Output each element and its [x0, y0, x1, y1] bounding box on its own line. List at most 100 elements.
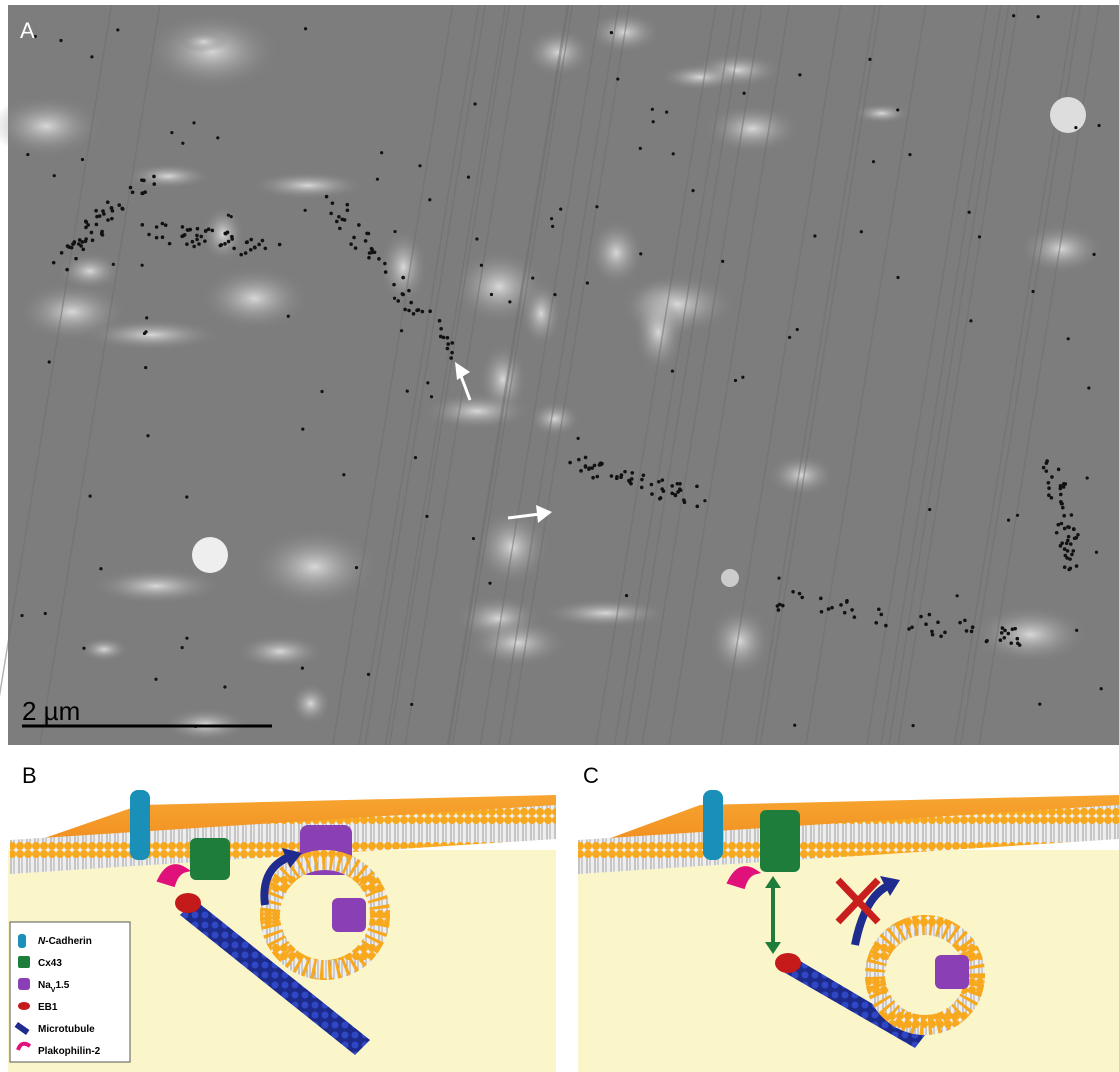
- gold-particle: [355, 566, 358, 569]
- gold-particle: [830, 606, 834, 610]
- gold-particle: [930, 630, 934, 634]
- legend-label: Cx43: [38, 958, 62, 969]
- gold-particle: [95, 223, 99, 227]
- gold-particle: [377, 257, 381, 261]
- gold-particle: [629, 482, 633, 486]
- gold-particle: [155, 236, 159, 240]
- gold-particle: [559, 208, 562, 211]
- legend-label-part: Na: [38, 980, 51, 991]
- gold-particle: [170, 131, 173, 134]
- gold-particle: [1000, 631, 1004, 635]
- gold-particle: [919, 615, 923, 619]
- gold-particle: [325, 195, 329, 199]
- gold-particle: [85, 220, 89, 224]
- gold-particle: [1067, 337, 1070, 340]
- gold-particle: [652, 120, 655, 123]
- gold-particle: [1050, 475, 1054, 479]
- gold-particle: [446, 336, 450, 340]
- gold-particle: [1056, 523, 1060, 527]
- gold-particle: [931, 633, 935, 637]
- nav15: [332, 898, 366, 932]
- gold-particle: [94, 209, 98, 213]
- gold-particle: [978, 235, 981, 238]
- gold-particle: [245, 241, 249, 245]
- scale-bar-label: 2 µm: [22, 696, 80, 726]
- gold-particle: [368, 251, 372, 255]
- gold-particle: [84, 226, 88, 230]
- gold-particle: [335, 220, 339, 224]
- gold-particle: [185, 495, 188, 498]
- bright-spot: [1050, 97, 1086, 133]
- gold-particle: [586, 281, 589, 284]
- gold-particle: [679, 489, 682, 492]
- gold-particle: [1006, 632, 1010, 636]
- light-patch: [202, 206, 245, 262]
- gold-particle: [1066, 549, 1070, 553]
- gold-particle: [1060, 502, 1064, 506]
- gold-particle: [695, 505, 699, 509]
- light-patch: [80, 637, 128, 661]
- gold-particle: [741, 376, 744, 379]
- gold-particle: [939, 634, 943, 638]
- gold-particle: [657, 480, 661, 484]
- gold-particle: [65, 268, 69, 272]
- gold-particle: [227, 214, 230, 217]
- gold-particle: [192, 245, 196, 249]
- gold-particle: [430, 395, 433, 398]
- gold-particle: [473, 102, 476, 105]
- gold-particle: [196, 227, 200, 231]
- gold-particle: [304, 27, 307, 30]
- gold-particle: [793, 724, 796, 727]
- cytoplasm: [578, 850, 1119, 1072]
- gold-particle: [860, 230, 863, 233]
- gold-particle: [910, 625, 914, 629]
- gold-particle: [154, 678, 157, 681]
- gold-particle: [81, 158, 84, 161]
- gold-particle: [370, 247, 374, 251]
- gold-particle: [956, 594, 959, 597]
- gold-particle: [1087, 386, 1090, 389]
- legend-label-part: EB1: [38, 1002, 58, 1013]
- gold-particle: [155, 225, 159, 229]
- gold-particle: [827, 607, 831, 611]
- gold-particle: [224, 232, 228, 236]
- gold-particle: [168, 242, 172, 246]
- gold-particle: [410, 703, 413, 706]
- gold-particle: [1047, 481, 1051, 485]
- gold-particle: [338, 227, 342, 231]
- gold-particle: [550, 217, 553, 220]
- gold-particle: [216, 136, 219, 139]
- panel-c: [578, 790, 1119, 1072]
- gold-particle: [239, 253, 243, 257]
- gold-particle: [1047, 486, 1051, 490]
- gold-particle: [264, 247, 268, 251]
- gold-particle: [1031, 290, 1034, 293]
- cx43: [760, 810, 800, 872]
- gold-particle: [650, 492, 654, 496]
- gold-particle: [101, 209, 105, 213]
- gold-particle: [396, 299, 400, 303]
- gold-particle: [1037, 15, 1040, 18]
- gold-particle: [1015, 637, 1019, 641]
- cx43: [190, 838, 230, 880]
- gold-particle: [678, 482, 682, 486]
- gold-particle: [393, 297, 396, 300]
- panel-label: A: [20, 18, 35, 43]
- gold-particle: [412, 312, 416, 316]
- gold-particle: [1057, 468, 1061, 472]
- n-cadherin: [130, 790, 150, 860]
- gold-particle: [380, 151, 383, 154]
- gold-particle: [911, 724, 914, 727]
- gold-particle: [651, 108, 654, 111]
- gold-particle: [152, 182, 156, 186]
- gold-particle: [658, 497, 662, 501]
- gold-particle: [287, 315, 290, 318]
- gold-particle: [1069, 542, 1073, 546]
- gold-particle: [116, 28, 119, 31]
- legend-swatch: [18, 956, 30, 968]
- gold-particle: [577, 458, 581, 462]
- gold-particle: [868, 58, 871, 61]
- gold-particle: [928, 613, 932, 617]
- eb1: [775, 953, 801, 973]
- gold-particle: [1009, 641, 1013, 645]
